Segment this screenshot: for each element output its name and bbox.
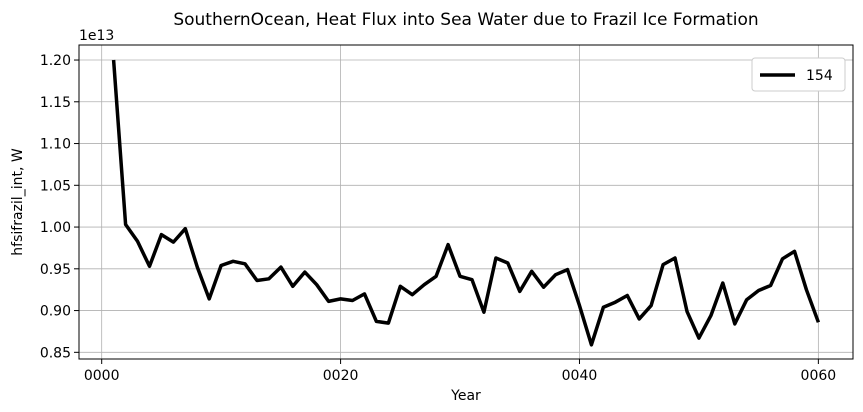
x-tick-label: 0060 (801, 368, 837, 384)
y-axis-label: hfsifrazil_int, W (10, 148, 26, 256)
grid (79, 45, 853, 359)
x-tick-label: 0000 (84, 368, 120, 384)
ticks: 0000 0020 0040 0060 0.85 0.90 0.95 1.00 1.05 1.10… (40, 53, 836, 384)
y-tick-label: 1.00 (40, 220, 71, 236)
series-layer (111, 59, 821, 347)
legend-box (751, 57, 846, 92)
y-tick-label: 0.90 (40, 304, 71, 320)
x-axis-label: Year (450, 388, 481, 404)
y-tick-label: 1.05 (40, 178, 71, 194)
legend-entry-label: 154 (806, 68, 833, 84)
x-tick-label: 0020 (323, 368, 359, 384)
y-tick-label: 1.20 (40, 53, 71, 69)
y-tick-label: 1.15 (40, 95, 71, 111)
y-axis-offset-label: 1e13 (79, 28, 114, 44)
chart-title: SouthernOcean, Heat Flux into Sea Water … (173, 10, 758, 30)
y-tick-label: 1.10 (40, 137, 71, 153)
legend: 154 (751, 57, 846, 92)
plot-area (78, 44, 854, 360)
y-tick-label: 0.85 (40, 345, 71, 361)
series-line (111, 59, 821, 347)
axes-frame (78, 44, 854, 360)
y-tick-label: 0.95 (40, 262, 71, 278)
x-tick-label: 0040 (562, 368, 598, 384)
